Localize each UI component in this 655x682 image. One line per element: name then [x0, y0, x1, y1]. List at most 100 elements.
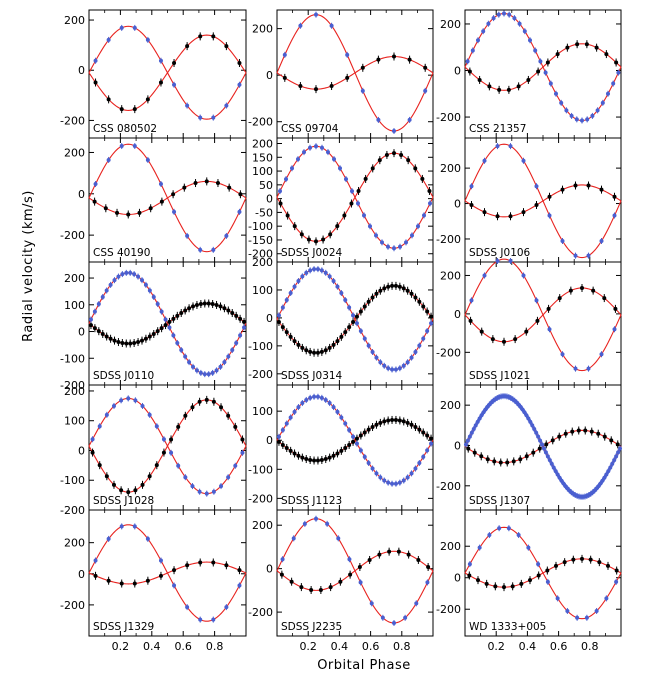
- secondary-rv-point: [591, 288, 596, 293]
- y-tick-label: 200: [252, 256, 273, 269]
- y-tick-label: 200: [440, 162, 461, 175]
- primary-rv-point: [106, 37, 111, 42]
- secondary-rv-point: [202, 301, 207, 306]
- secondary-rv-point: [319, 458, 324, 463]
- primary-rv-point: [308, 395, 313, 400]
- secondary-rv-point: [224, 44, 229, 49]
- secondary-rv-point: [584, 42, 589, 47]
- secondary-rv-point: [426, 565, 431, 570]
- primary-rv-point: [573, 366, 578, 371]
- secondary-rv-point: [594, 45, 599, 50]
- y-tick-label: 0: [454, 65, 461, 78]
- x-tick-label: 0.2: [112, 640, 130, 653]
- primary-rv-point: [370, 466, 375, 471]
- primary-rv-point: [491, 16, 496, 21]
- model-curve-secondary: [276, 419, 434, 462]
- primary-rv-point: [198, 370, 203, 375]
- primary-rv-point: [132, 25, 137, 30]
- primary-rv-point: [374, 233, 378, 238]
- secondary-rv-point: [126, 212, 131, 217]
- primary-rv-point: [336, 536, 341, 541]
- primary-rv-point: [540, 442, 545, 447]
- secondary-rv-point: [609, 438, 614, 443]
- secondary-rv-point: [546, 306, 551, 311]
- primary-rv-point: [428, 201, 432, 206]
- primary-rv-point: [517, 21, 522, 26]
- secondary-rv-point: [198, 301, 203, 306]
- secondary-rv-point: [158, 80, 163, 85]
- secondary-rv-point: [547, 194, 552, 199]
- secondary-rv-point: [204, 397, 209, 402]
- secondary-rv-point: [392, 151, 396, 156]
- secondary-rv-point: [472, 450, 477, 455]
- primary-rv-point: [104, 288, 109, 293]
- secondary-rv-point: [276, 439, 281, 444]
- secondary-rv-point: [519, 581, 524, 586]
- primary-rv-point: [393, 367, 398, 372]
- secondary-rv-point: [376, 57, 381, 62]
- secondary-rv-point: [545, 568, 550, 573]
- primary-rv-point: [469, 430, 474, 435]
- primary-rv-point: [176, 463, 181, 468]
- secondary-rv-point: [349, 201, 354, 206]
- primary-rv-point: [398, 244, 402, 249]
- primary-rv-point: [604, 472, 609, 477]
- y-tick-label: 0: [266, 69, 273, 82]
- y-tick-label: 0: [266, 434, 273, 447]
- primary-rv-point: [237, 583, 242, 588]
- primary-rv-point: [226, 475, 231, 480]
- primary-rv-point: [611, 81, 616, 86]
- secondary-rv-point: [198, 560, 203, 565]
- secondary-rv-point: [466, 446, 471, 451]
- secondary-rv-point: [490, 337, 495, 342]
- primary-rv-point: [486, 21, 491, 26]
- primary-rv-point: [96, 302, 101, 307]
- secondary-rv-point: [147, 334, 152, 339]
- y-tick-label: 200: [252, 519, 273, 532]
- secondary-rv-point: [175, 313, 180, 318]
- secondary-rv-point: [425, 433, 430, 438]
- panel-frame: [464, 9, 622, 139]
- primary-rv-point: [304, 397, 309, 402]
- primary-rv-point: [302, 521, 307, 526]
- secondary-rv-point: [284, 330, 289, 335]
- primary-rv-point: [211, 617, 216, 622]
- primary-rv-point: [304, 270, 309, 275]
- primary-rv-point: [575, 615, 580, 620]
- primary-rv-point: [471, 427, 476, 432]
- secondary-rv-point: [143, 336, 148, 341]
- primary-rv-point: [413, 466, 418, 471]
- primary-rv-point: [555, 596, 560, 601]
- secondary-rv-point: [393, 283, 398, 288]
- primary-rv-point: [600, 100, 605, 105]
- primary-rv-point: [211, 115, 216, 120]
- secondary-rv-point: [300, 455, 305, 460]
- secondary-rv-point: [167, 319, 172, 324]
- primary-rv-point: [386, 366, 391, 371]
- primary-rv-point: [522, 29, 527, 34]
- primary-rv-point: [526, 545, 531, 550]
- primary-rv-point: [234, 340, 239, 345]
- primary-rv-point: [553, 469, 558, 474]
- model-curve-secondary: [464, 287, 622, 343]
- secondary-rv-point: [425, 309, 430, 314]
- primary-rv-point: [386, 244, 390, 249]
- secondary-rv-point: [194, 302, 199, 307]
- secondary-rv-point: [570, 429, 575, 434]
- secondary-rv-point: [417, 427, 422, 432]
- secondary-rv-point: [485, 457, 490, 462]
- primary-rv-point: [354, 441, 359, 446]
- primary-rv-point: [557, 475, 562, 480]
- x-tick-label: 0.2: [487, 640, 505, 653]
- secondary-rv-point: [285, 213, 290, 218]
- primary-rv-point: [392, 620, 396, 625]
- primary-rv-point: [508, 144, 513, 149]
- primary-rv-point: [296, 157, 300, 162]
- primary-rv-point: [369, 601, 374, 606]
- secondary-rv-point: [308, 458, 313, 463]
- primary-rv-point: [194, 368, 199, 373]
- panel: -200 0 200 CSS 09704: [248, 9, 434, 139]
- secondary-rv-point: [516, 84, 521, 89]
- primary-rv-point: [429, 441, 434, 446]
- secondary-rv-point: [614, 568, 619, 573]
